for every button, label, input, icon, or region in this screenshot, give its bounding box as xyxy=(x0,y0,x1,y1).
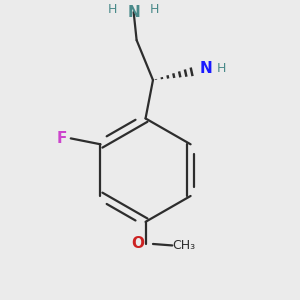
Text: N: N xyxy=(200,61,213,76)
Text: O: O xyxy=(132,236,145,251)
Text: H: H xyxy=(217,62,226,75)
Text: CH₃: CH₃ xyxy=(172,239,196,252)
Text: H: H xyxy=(150,3,159,16)
Text: F: F xyxy=(57,131,67,146)
Text: H: H xyxy=(108,3,118,16)
Text: N: N xyxy=(127,4,140,20)
